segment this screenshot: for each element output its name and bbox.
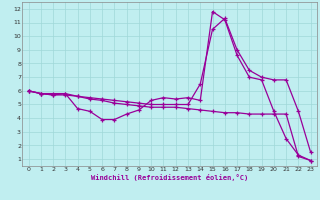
X-axis label: Windchill (Refroidissement éolien,°C): Windchill (Refroidissement éolien,°C) — [91, 174, 248, 181]
